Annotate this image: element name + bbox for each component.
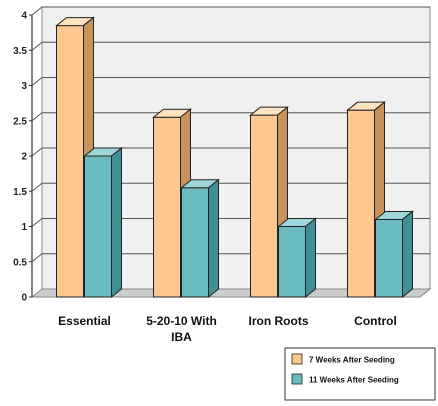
bar-front (153, 116, 181, 298)
bar-series2 (180, 178, 220, 299)
y-tick-label: 2 (21, 152, 27, 163)
gridline-diagonal (31, 218, 43, 227)
bar-side (402, 210, 413, 299)
bar-front (375, 218, 403, 298)
legend-swatch (291, 373, 303, 385)
gridline-diagonal (31, 253, 43, 263)
bar-side (305, 217, 316, 299)
x-category-label: Essential (58, 314, 111, 328)
bar-side (208, 178, 219, 299)
y-tick-label: 0.5 (13, 257, 27, 268)
y-tick-label: 2.5 (13, 116, 27, 127)
bar-front (56, 25, 84, 298)
y-tick-label: 3 (21, 81, 27, 92)
gridline-diagonal (31, 6, 43, 16)
bar-side (111, 146, 122, 299)
bar-front (84, 155, 112, 298)
bar-series2 (277, 217, 317, 299)
legend-label: 11 Weeks After Seeding (309, 376, 399, 385)
x-category-label: Control (354, 314, 397, 328)
bars (55, 16, 414, 299)
gridline-diagonal (31, 112, 43, 122)
gridline-diagonal (31, 147, 43, 157)
bar-front (181, 187, 209, 298)
x-category-label: 5-20-10 With IBA (146, 314, 217, 344)
x-axis-labels: Essential 5-20-10 With IBA Iron Roots Contro… (58, 314, 397, 344)
y-tick-label: 0 (21, 293, 27, 304)
y-tick-label: 1.5 (13, 187, 27, 198)
x-category-label: Iron Roots (249, 314, 309, 328)
gridline-diagonal (31, 182, 43, 192)
gridline-diagonal (31, 41, 43, 51)
legend: 7 Weeks After Seeding 11 Weeks After Seed… (284, 347, 436, 401)
bar-series2 (374, 210, 414, 299)
y-tick-label: 3.5 (13, 46, 27, 57)
bar-series2 (83, 146, 123, 299)
legend-label: 7 Weeks After Seeding (309, 356, 395, 365)
y-axis-ticks: 0 0.5 1 1.5 2 2.5 3 3.5 4 (13, 11, 32, 304)
bar-front (278, 226, 306, 298)
legend-swatch (291, 353, 303, 365)
bar-front (250, 114, 278, 298)
bar-front (347, 109, 375, 298)
gridline-diagonal (31, 77, 43, 86)
y-tick-label: 1 (21, 222, 27, 233)
legend-box (284, 347, 436, 401)
y-tick-label: 4 (21, 11, 27, 22)
